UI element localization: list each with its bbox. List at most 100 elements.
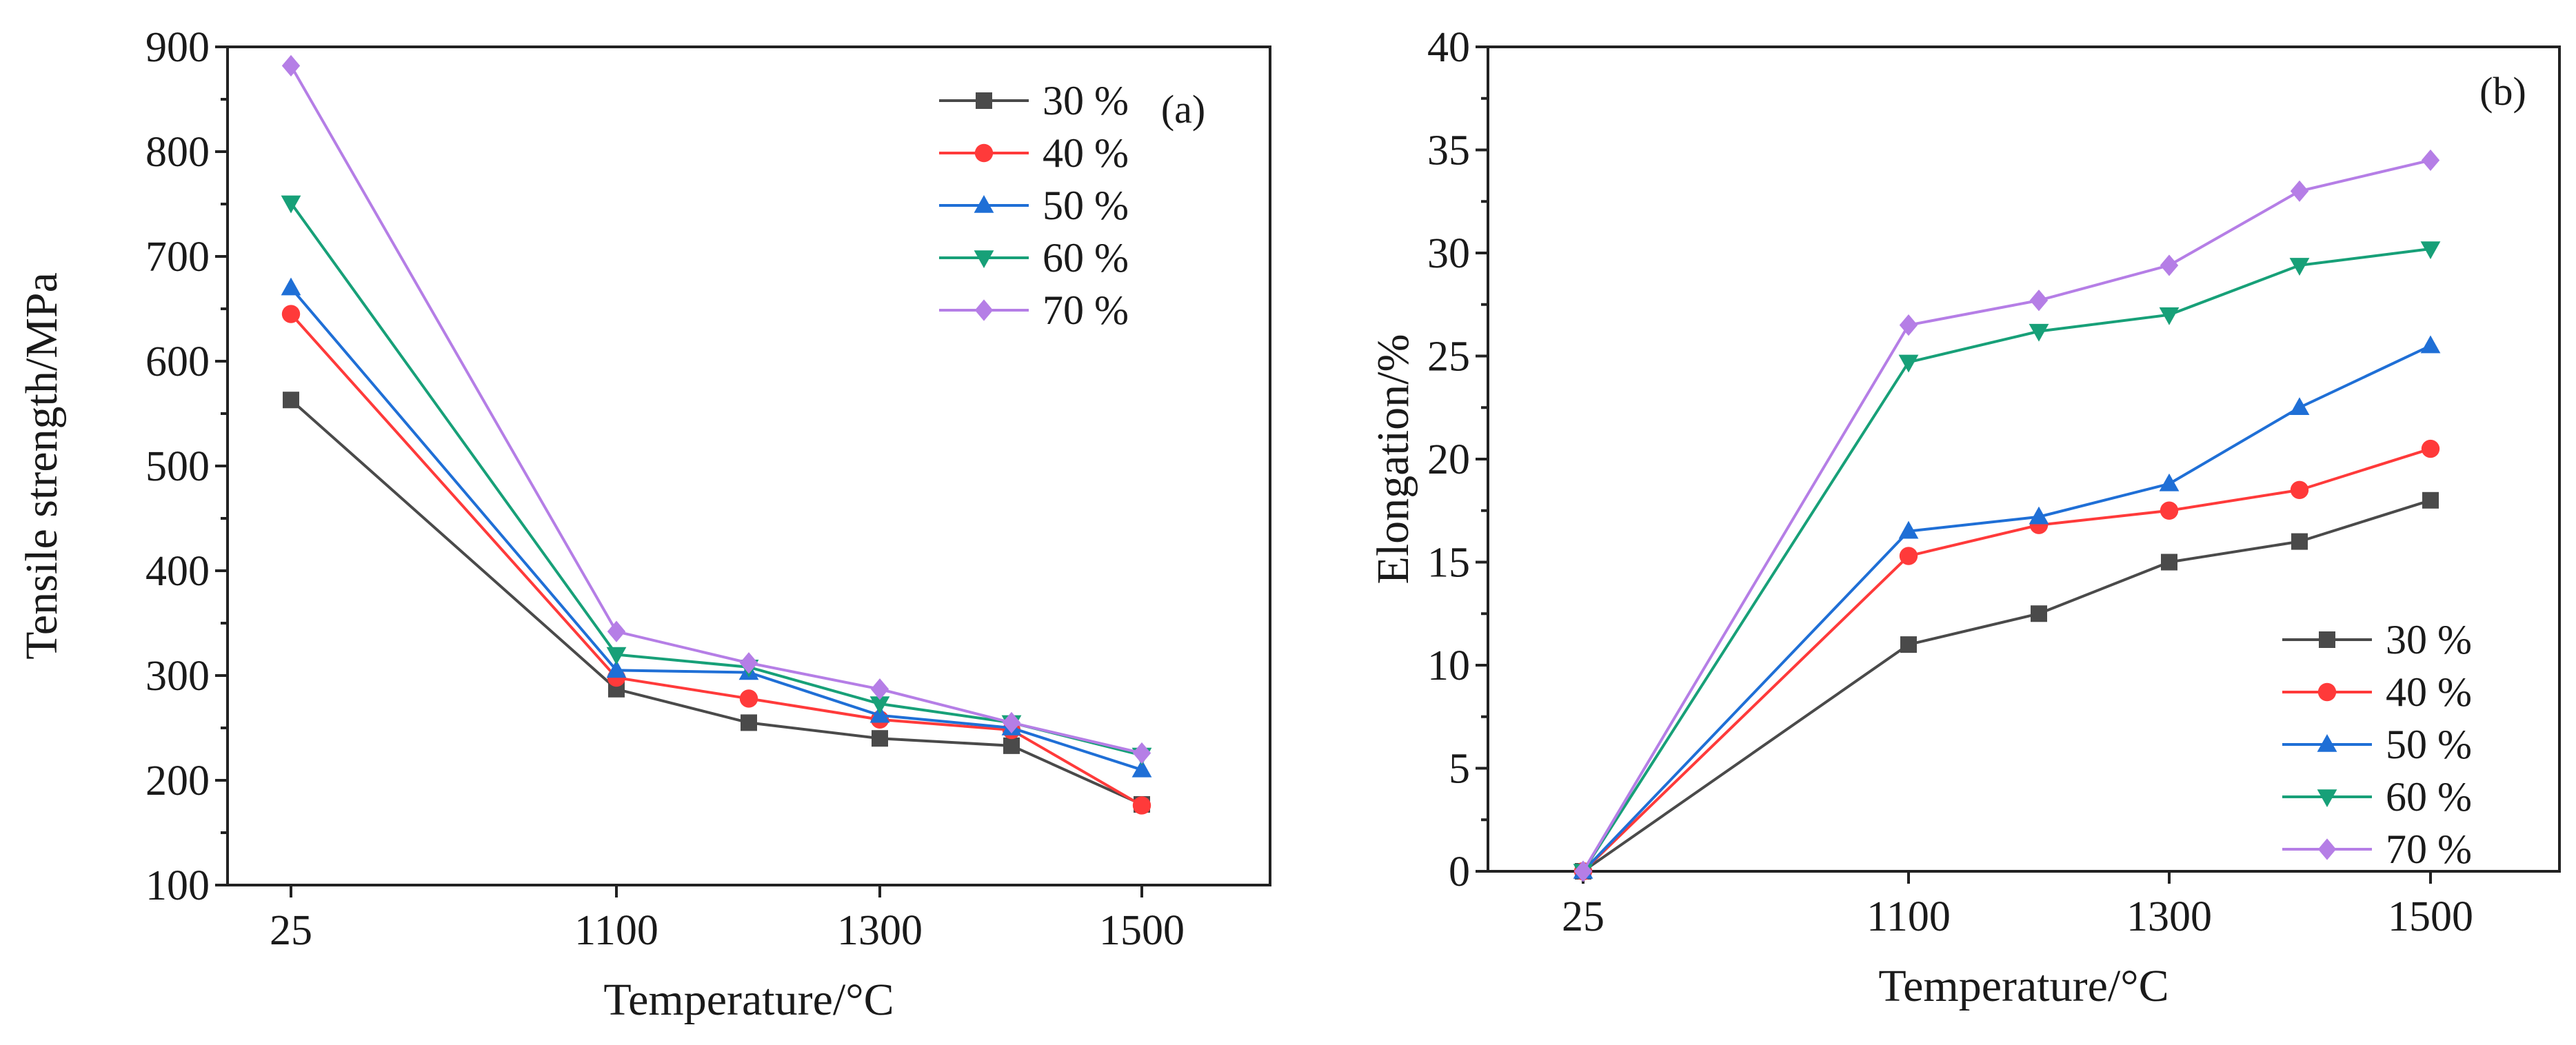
y-tick-label: 5 <box>1449 746 1470 793</box>
data-point <box>2159 307 2180 325</box>
series-line <box>290 287 1143 771</box>
x-axis-title: Temperature/°C <box>1878 961 2169 1011</box>
data-point <box>1898 520 1919 539</box>
y-tick-label: 20 <box>1427 436 1470 483</box>
x-tick-label: 25 <box>1562 893 1604 940</box>
data-point <box>1899 547 1918 565</box>
data-point <box>2420 241 2441 260</box>
y-tick-label: 200 <box>145 758 210 804</box>
x-tick-label: 1100 <box>574 907 658 954</box>
x-tick-label: 1500 <box>1099 907 1185 954</box>
legend-label: 70 % <box>2386 826 2472 872</box>
y-tick-label: 300 <box>145 653 210 700</box>
legend-label: 30 % <box>2386 617 2472 662</box>
y-tick-label: 800 <box>145 129 210 176</box>
legend-marker <box>2317 682 2337 702</box>
series-60-percent <box>281 195 1152 766</box>
series-line <box>1582 498 2431 873</box>
legend: 30 % 40 % 50 % 60 % 70 % <box>2282 617 2472 872</box>
data-point <box>739 652 758 674</box>
data-point <box>1132 742 1151 764</box>
series-line <box>1582 247 2431 873</box>
series-40-percent <box>281 305 1151 815</box>
data-point <box>1002 711 1021 733</box>
data-point <box>2029 290 2049 312</box>
y-tick-label: 600 <box>145 338 210 385</box>
data-point <box>2159 473 2180 491</box>
series-30-percent <box>283 392 1150 813</box>
data-point <box>2029 506 2049 525</box>
series-line <box>290 313 1143 807</box>
legend-marker <box>974 143 994 163</box>
series-line <box>290 65 1143 755</box>
y-tick-label: 35 <box>1427 128 1470 174</box>
y-tick-label: 900 <box>145 24 210 71</box>
legend-label: 50 % <box>2386 722 2472 767</box>
data-point <box>2421 439 2440 458</box>
data-point <box>2031 605 2047 622</box>
data-point <box>2289 397 2310 416</box>
panel-label: (b) <box>2479 69 2526 114</box>
series-line <box>1582 159 2431 873</box>
legend-label: 50 % <box>1043 183 1129 228</box>
y-tick-label: 100 <box>145 862 210 909</box>
data-point <box>2290 180 2309 202</box>
y-tick-label: 15 <box>1427 540 1470 587</box>
data-point <box>872 730 888 747</box>
data-point <box>281 277 301 296</box>
data-point <box>741 714 757 731</box>
series-line <box>1582 447 2431 873</box>
panel-label: (a) <box>1161 87 1205 132</box>
data-point <box>2291 533 2308 550</box>
data-point <box>2290 480 2309 500</box>
y-tick-label: 10 <box>1427 642 1470 689</box>
x-tick-label: 1100 <box>1866 893 1951 940</box>
x-tick-label: 25 <box>270 907 312 954</box>
legend-marker <box>974 250 994 268</box>
data-point <box>2029 323 2049 342</box>
chart-panel-b: 0 5 10 15 20 25 30 35 40 25 1100 1300 1500 Temperatur… <box>1368 24 2561 1011</box>
data-point <box>606 647 627 665</box>
x-tick-label: 1500 <box>2388 893 2473 940</box>
data-point <box>283 392 299 409</box>
legend: 30 % 40 % 50 % 60 % 70 % <box>939 78 1129 333</box>
data-point <box>2421 149 2440 172</box>
series-line <box>1582 344 2431 873</box>
legend-marker <box>976 92 992 109</box>
legend-label: 60 % <box>1043 235 1129 281</box>
x-tick-label: 1300 <box>2126 893 2212 940</box>
data-point <box>2160 501 2179 520</box>
y-tick-label: 40 <box>1427 24 1470 71</box>
data-point <box>1003 737 1020 754</box>
x-tick-label: 1300 <box>837 907 923 954</box>
legend-marker <box>2317 734 2337 752</box>
legend-marker <box>2317 838 2337 860</box>
data-point <box>2160 254 2179 276</box>
x-axis-title: Temperature/°C <box>603 975 894 1025</box>
y-tick-label: 30 <box>1427 230 1470 277</box>
data-point <box>870 678 889 700</box>
data-point <box>1573 860 1593 882</box>
y-tick-label: 400 <box>145 548 210 595</box>
legend-marker <box>974 195 994 213</box>
series-30-percent <box>1575 491 2439 880</box>
legend-label: 70 % <box>1043 287 1129 333</box>
y-tick-label: 0 <box>1449 849 1470 895</box>
y-tick-label: 25 <box>1427 334 1470 381</box>
data-point <box>1900 636 1917 653</box>
y-tick-label: 700 <box>145 234 210 281</box>
y-axis-title: Elongation/% <box>1368 334 1418 585</box>
legend-label: 40 % <box>2386 669 2472 715</box>
legend-marker <box>2317 789 2337 807</box>
legend-marker <box>974 299 994 321</box>
chart-panel-a: 100 200 300 400 500 600 700 800 900 25 1100 1300 150… <box>17 24 1271 1025</box>
data-point <box>869 696 890 715</box>
legend-label: 40 % <box>1043 130 1129 176</box>
data-point <box>281 305 301 323</box>
data-point <box>1898 354 1919 373</box>
legend-marker <box>2319 631 2335 648</box>
data-point <box>2422 491 2439 509</box>
series-60-percent <box>1573 241 2441 882</box>
series-70-percent <box>1573 149 2440 882</box>
